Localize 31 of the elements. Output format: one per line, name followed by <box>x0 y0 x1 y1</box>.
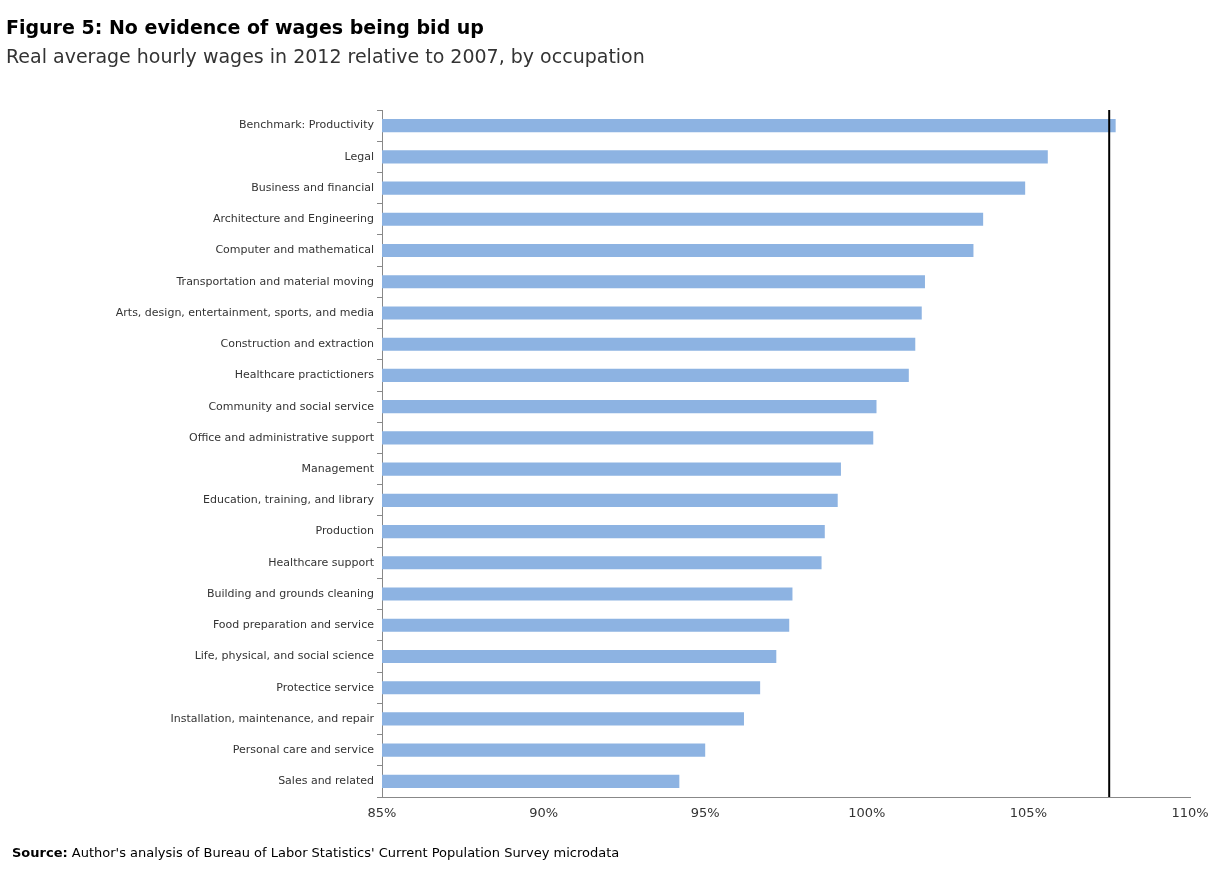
chart-subtitle: Real average hourly wages in 2012 relative to 2007, by occupation <box>6 45 645 67</box>
x-tick-label: 105% <box>1009 805 1047 821</box>
y-tick-label: Arts, design, entertainment, sports, and media <box>115 305 374 319</box>
chart-title: Figure 5: No evidence of wages being bid up <box>6 16 484 38</box>
y-tick-label: Food preparation and service <box>212 618 375 632</box>
y-tick-label: Legal <box>344 149 374 163</box>
y-tick-label: Building and grounds cleaning <box>206 586 374 600</box>
y-tick-label: Education, training, and library <box>203 493 375 507</box>
y-tick-label: Production <box>315 524 375 538</box>
y-tick-label: Installation, maintenance, and repair <box>170 711 375 725</box>
y-tick-label: Healthcare support <box>268 555 375 569</box>
y-tick-label: Construction and extraction <box>220 337 375 351</box>
x-tick-label: 110% <box>1171 805 1209 821</box>
x-tick-label: 95% <box>690 805 720 821</box>
y-tick-label: Office and administrative support <box>188 430 375 444</box>
y-tick-label: Personal care and service <box>232 743 375 757</box>
x-tick-label: 100% <box>848 805 886 821</box>
y-tick-label: Benchmark: Productivity <box>238 118 375 132</box>
y-tick-label: Transportation and material moving <box>175 274 374 288</box>
y-tick-label: Life, physical, and social science <box>194 649 375 663</box>
source-note: Source: Author's analysis of Bureau of Labor Statistics' Current Population Survey microdata <box>12 845 620 860</box>
x-tick-label: 90% <box>529 805 559 821</box>
y-tick-label: Community and social service <box>208 399 375 413</box>
y-tick-label: Healthcare practictioners <box>234 368 375 382</box>
y-tick-label: Protectice service <box>276 680 375 694</box>
y-tick-label: Business and financial <box>251 180 374 194</box>
y-tick-label: Computer and mathematical <box>215 243 374 257</box>
y-tick-label: Management <box>301 461 375 475</box>
x-tick-label: 85% <box>367 805 397 821</box>
y-tick-label: Sales and related <box>278 774 374 788</box>
y-tick-label: Architecture and Engineering <box>212 212 374 226</box>
